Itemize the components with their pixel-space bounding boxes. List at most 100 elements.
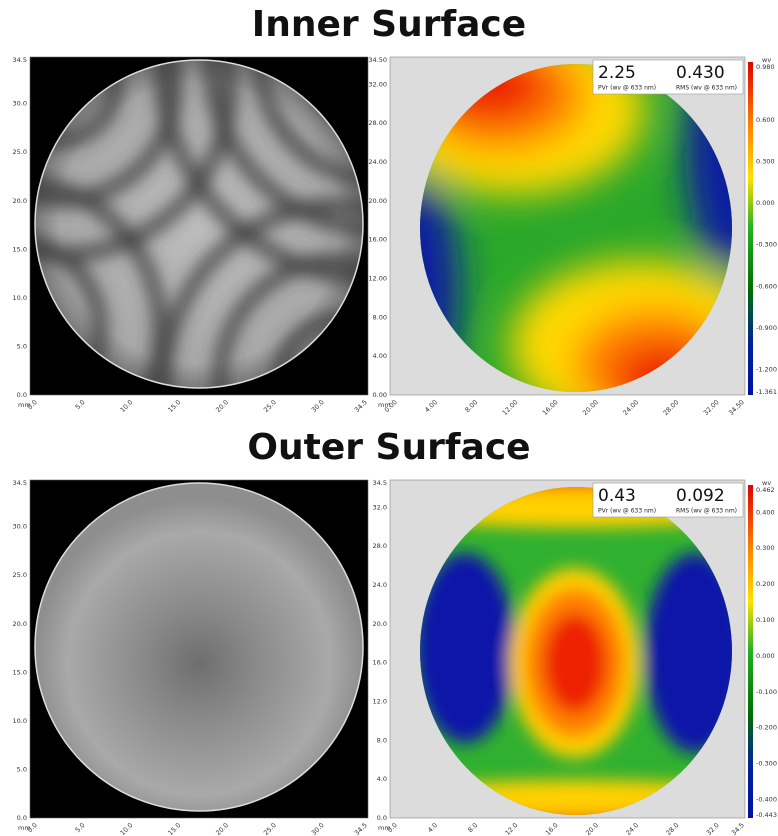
colorbar-tick-label: 0.300 xyxy=(756,157,775,165)
colorbar-tick-label: -0.900 xyxy=(756,324,777,332)
y-tick-label: 12.0 xyxy=(373,697,387,705)
y-tick-label: 8.00 xyxy=(373,313,387,321)
x-tick-label: 30.0 xyxy=(310,821,326,836)
x-tick-label: 28.0 xyxy=(665,821,681,836)
x-tick-label: 16.0 xyxy=(544,821,560,836)
y-tick-label: 30.0 xyxy=(13,523,27,531)
y-tick-label: 32.0 xyxy=(373,503,387,511)
y-tick-label: 20.0 xyxy=(13,197,27,205)
x-tick-label: 24.0 xyxy=(624,821,640,836)
page: {"sections": [ {"title": "Inner Surface"… xyxy=(0,0,778,836)
y-tick-label: 4.00 xyxy=(373,352,387,360)
y-tick-label: 34.5 xyxy=(13,56,27,64)
y-tick-label: 4.0 xyxy=(377,775,387,783)
colorbar-tick-label: 0.300 xyxy=(756,544,775,552)
rms-label: RMS (wv @ 633 nm) xyxy=(676,85,737,92)
colorbar-tick-label: 0.000 xyxy=(756,652,775,660)
x-tick-label: 20.0 xyxy=(214,821,230,836)
rms-value: 0.430 xyxy=(676,63,725,83)
y-tick-label: 24.0 xyxy=(373,581,387,589)
y-tick-label: 25.0 xyxy=(13,148,27,156)
colorbar-tick-label: -0.443 xyxy=(756,811,777,819)
interferogram-image xyxy=(35,483,363,811)
x-tick-label: 34.5 xyxy=(730,821,746,836)
red-zone xyxy=(543,613,607,713)
x-tick-label: 4.00 xyxy=(423,398,439,414)
section: Outer Surface 0.43 PVr (wv @ 633 nm) 0.092 R… xyxy=(13,427,777,836)
rms-value: 0.092 xyxy=(676,486,725,506)
y-tick-label: 0.0 xyxy=(17,391,27,399)
x-tick-label: 4.0 xyxy=(426,821,439,834)
colorbar-tick-label: -1.200 xyxy=(756,366,777,374)
y-tick-label: 8.0 xyxy=(377,736,387,744)
colorbar-tick-label: -0.100 xyxy=(756,688,777,696)
x-tick-label: 34.5 xyxy=(353,398,369,414)
x-tick-label: 20.0 xyxy=(214,398,230,414)
y-tick-label: 30.0 xyxy=(13,100,27,108)
x-tick-label: 8.00 xyxy=(463,398,479,414)
y-tick-label: 34.5 xyxy=(13,479,27,487)
y-tick-label: 5.0 xyxy=(17,342,27,350)
y-tick-label: 5.0 xyxy=(17,765,27,773)
y-tick-label: 10.0 xyxy=(13,294,27,302)
colorbar xyxy=(748,62,753,395)
y-tick-label: 20.00 xyxy=(368,197,387,205)
colorbar-tick-label: 0.100 xyxy=(756,616,775,624)
colorbar-tick-label: -0.400 xyxy=(756,796,777,804)
x-tick-label: 5.0 xyxy=(74,398,87,411)
colorbar-tick-label: -1.361 xyxy=(756,388,777,396)
pv-value: 0.43 xyxy=(598,486,636,506)
colorbar-tick-label: -0.200 xyxy=(756,724,777,732)
x-tick-label: 8.0 xyxy=(466,821,479,834)
colorbar-tick-label: 0.462 xyxy=(756,486,775,494)
x-tick-label: 16.00 xyxy=(541,398,560,417)
figure: Inner Surface 2.25 PVr (wv @ 633 nm) 0.430 R… xyxy=(0,0,778,836)
y-tick-label: 0.0 xyxy=(377,814,387,822)
x-tick-label: 15.0 xyxy=(166,821,182,836)
y-tick-label: 34.50 xyxy=(368,56,387,64)
colorbar-tick-label: 0.400 xyxy=(756,508,775,516)
colorbar-tick-label: -0.300 xyxy=(756,760,777,768)
y-tick-label: 10.0 xyxy=(13,717,27,725)
y-tick-label: 32.00 xyxy=(368,80,387,88)
y-tick-label: 34.5 xyxy=(373,479,387,487)
y-tick-label: 28.0 xyxy=(373,542,387,550)
x-tick-label: 25.0 xyxy=(262,821,278,836)
y-tick-label: 16.00 xyxy=(368,236,387,244)
x-tick-label: 20.00 xyxy=(581,398,600,417)
pv-label: PVr (wv @ 633 nm) xyxy=(598,508,656,515)
section-title: Outer Surface xyxy=(247,427,530,468)
colorbar-tick-label: 0.200 xyxy=(756,580,775,588)
rms-label: RMS (wv @ 633 nm) xyxy=(676,508,737,515)
x-tick-label: 34.50 xyxy=(727,398,746,417)
y-tick-label: 28.00 xyxy=(368,119,387,127)
x-tick-label: 20.0 xyxy=(584,821,600,836)
y-tick-label: 0.0 xyxy=(17,814,27,822)
colorbar-tick-label: -0.300 xyxy=(756,241,777,249)
y-tick-label: 20.0 xyxy=(373,620,387,628)
x-tick-label: 24.00 xyxy=(621,398,640,417)
x-tick-label: 25.0 xyxy=(262,398,278,414)
x-tick-label: 10.0 xyxy=(119,398,135,414)
x-tick-label: 28.00 xyxy=(662,398,681,417)
x-tick-label: 12.0 xyxy=(504,821,520,836)
y-tick-label: 20.0 xyxy=(13,620,27,628)
x-tick-label: 32.00 xyxy=(702,398,721,417)
x-tick-label: 5.0 xyxy=(74,821,87,834)
colorbar-tick-label: -0.600 xyxy=(756,282,777,290)
y-tick-label: 12.00 xyxy=(368,274,387,282)
y-tick-label: 25.0 xyxy=(13,571,27,579)
y-tick-label: 16.0 xyxy=(373,659,387,667)
y-tick-label: 15.0 xyxy=(13,245,27,253)
section-title: Inner Surface xyxy=(252,4,526,45)
pv-label: PVr (wv @ 633 nm) xyxy=(598,85,656,92)
x-tick-label: 30.0 xyxy=(310,398,326,414)
x-tick-label: 15.0 xyxy=(166,398,182,414)
y-tick-label: 15.0 xyxy=(13,668,27,676)
disk xyxy=(35,483,363,811)
x-tick-label: 12.00 xyxy=(501,398,520,417)
colorbar xyxy=(748,485,753,818)
colorbar-tick-label: 0.000 xyxy=(756,199,775,207)
pv-value: 2.25 xyxy=(598,63,636,83)
section: Inner Surface 2.25 PVr (wv @ 633 nm) 0.430 R… xyxy=(0,0,777,555)
